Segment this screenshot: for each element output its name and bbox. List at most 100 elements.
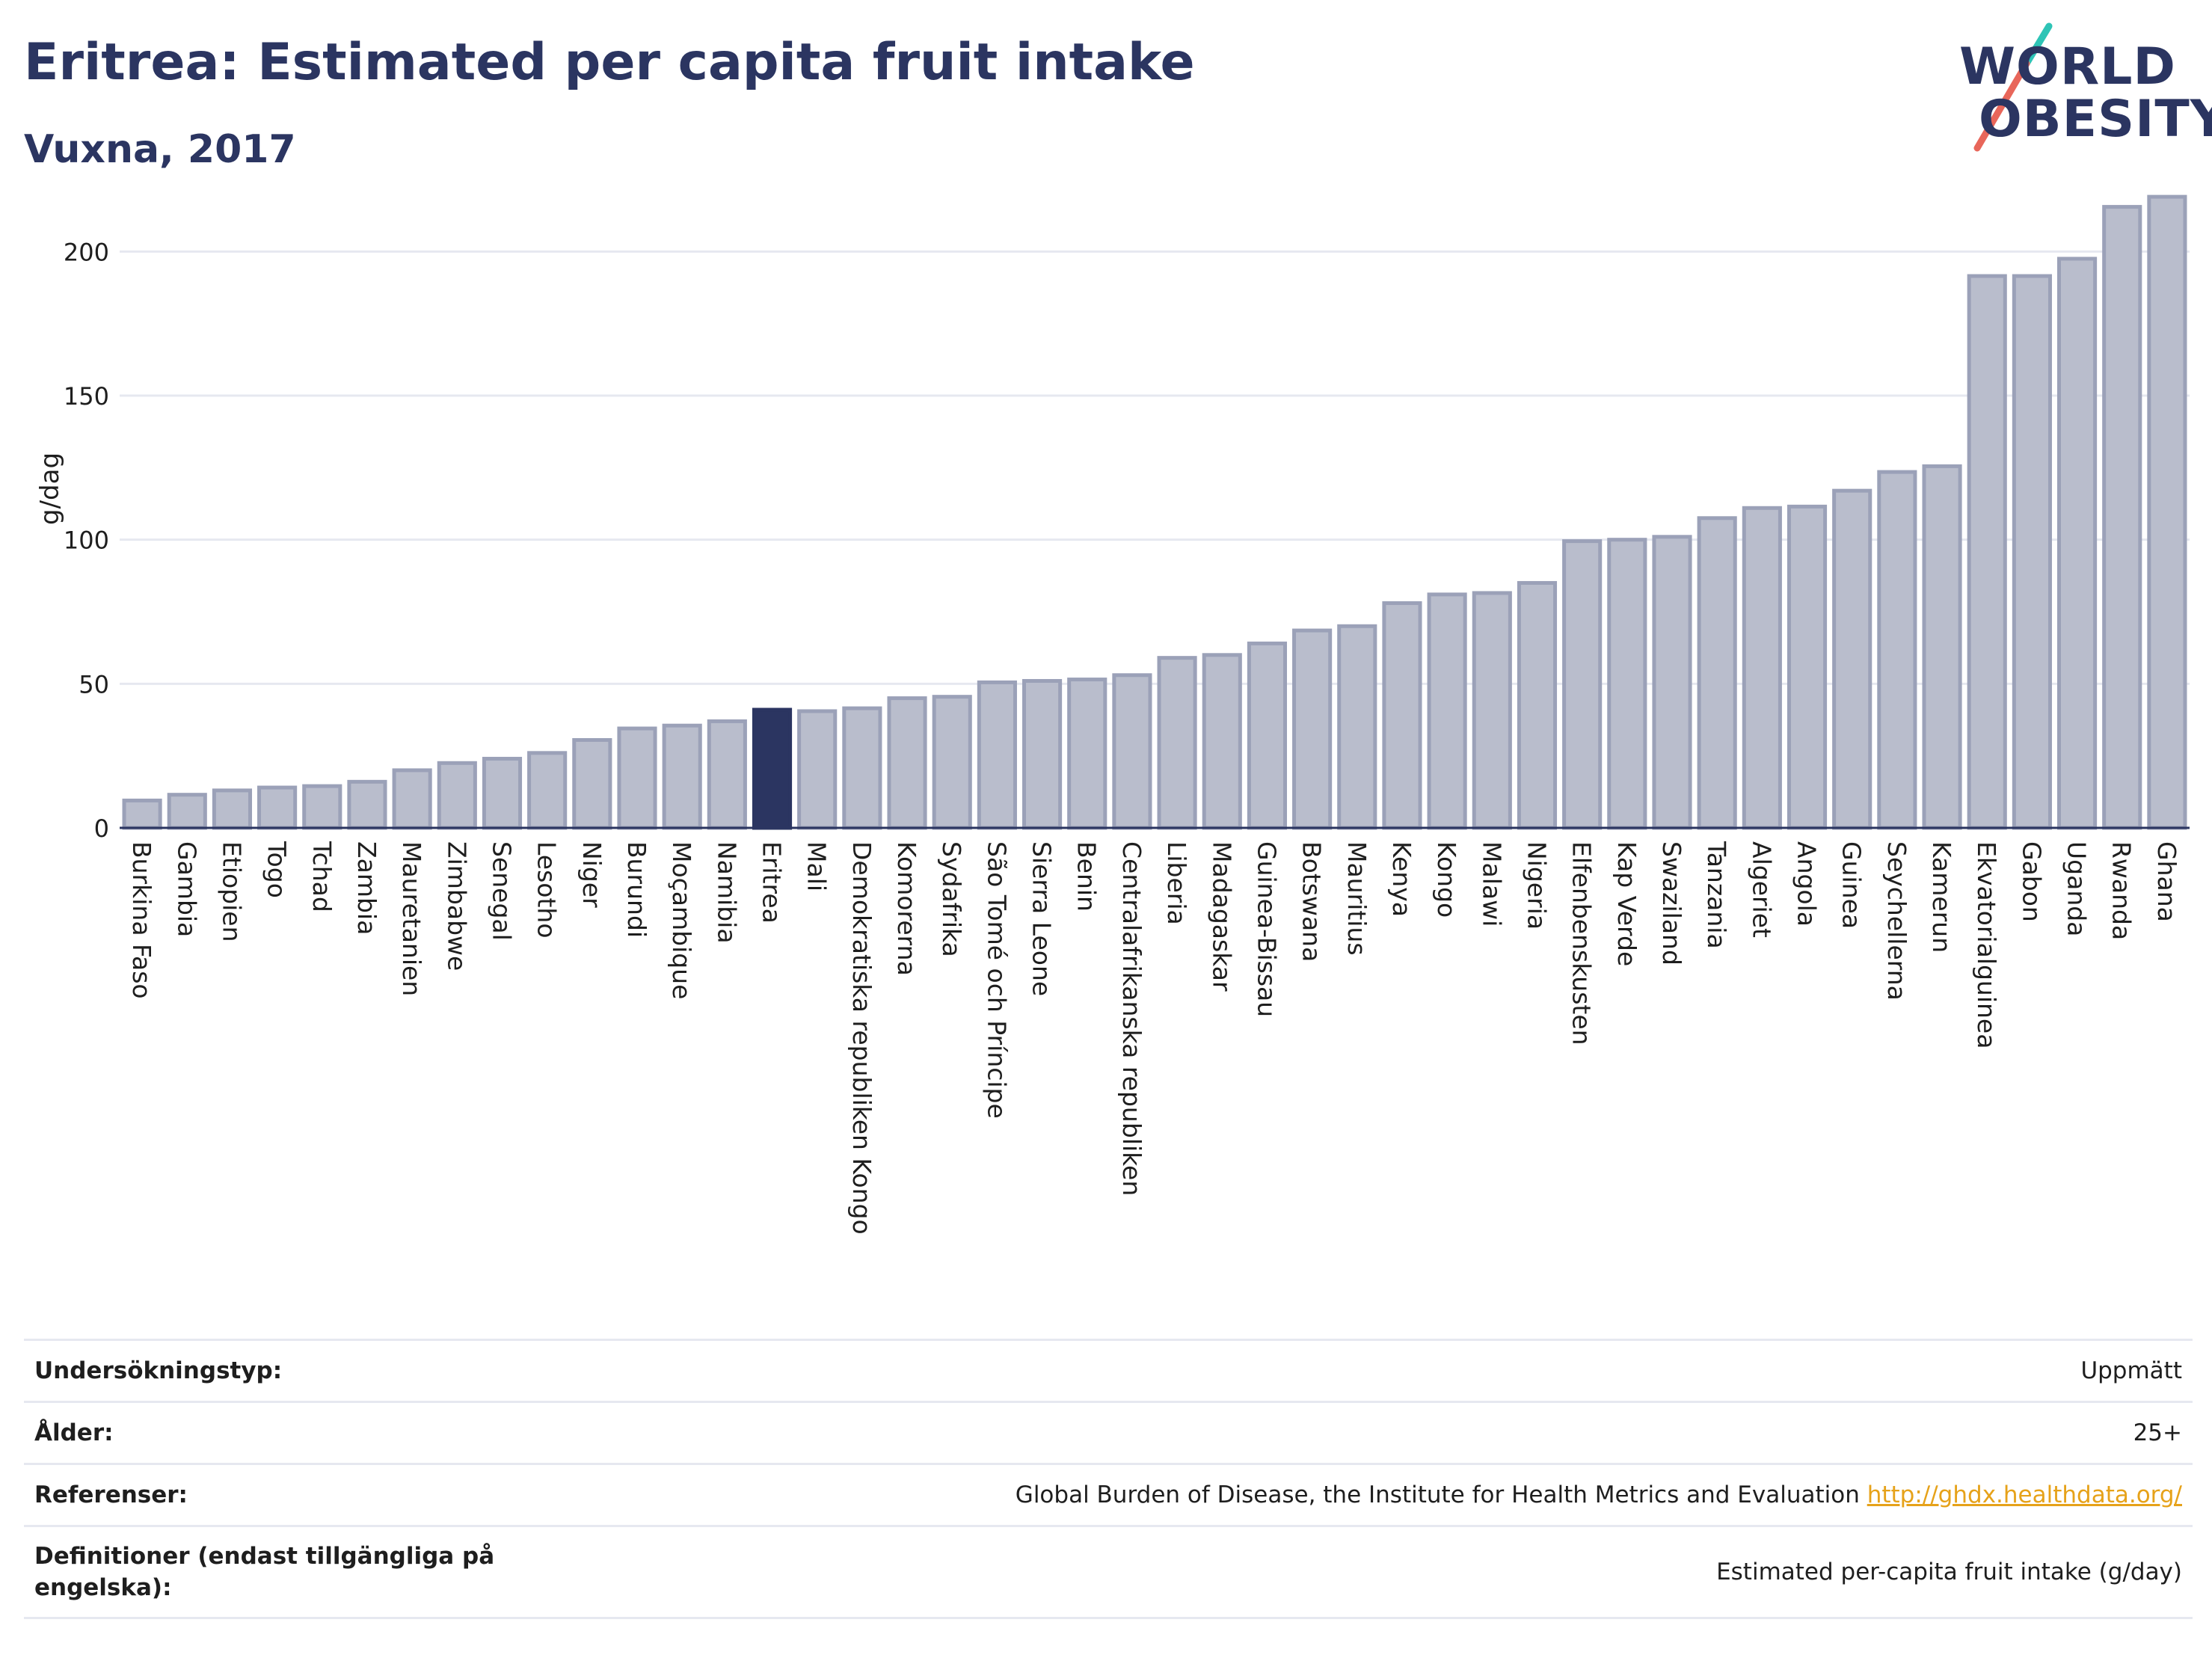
x-tick-label: Swaziland (1657, 841, 1686, 965)
x-tick-label: Tanzania (1702, 841, 1731, 949)
bar-zambia[interactable] (347, 779, 387, 830)
y-tick-label: 50 (79, 670, 109, 698)
bar-guinea[interactable] (1832, 488, 1872, 830)
reference-text: Global Burden of Disease, the Institute … (1015, 1481, 1860, 1508)
bar-algeriet[interactable] (1742, 506, 1782, 830)
x-tick-label: Kongo (1432, 841, 1461, 918)
x-tick-label: Mauritius (1342, 841, 1371, 956)
x-tick-label: Ekvatorialguinea (1972, 841, 2001, 1048)
bar-gabon[interactable] (2012, 274, 2052, 830)
info-value: Uppmätt (2080, 1357, 2182, 1384)
x-tick-label: Namibia (712, 841, 741, 944)
bar-tanzania[interactable] (1697, 516, 1737, 830)
bar-botswana[interactable] (1292, 628, 1333, 830)
x-tick-label: Mauretanien (397, 841, 426, 996)
info-table: Undersökningstyp: Uppmätt Ålder: 25+ Ref… (24, 1339, 2193, 1619)
bar-mo-ambique[interactable] (662, 723, 702, 830)
x-tick-label: Burundi (622, 841, 651, 938)
info-row-age: Ålder: 25+ (24, 1401, 2193, 1463)
x-tick-label: Madagaskar (1207, 841, 1236, 992)
x-tick-label: Guinea-Bissau (1252, 841, 1281, 1017)
bar-sierra-leone[interactable] (1021, 678, 1063, 830)
info-row-definitions: Definitioner (endast tillgängliga på eng… (24, 1525, 2193, 1619)
x-tick-label: Komorerna (892, 841, 921, 976)
info-label: Undersökningstyp: (34, 1357, 283, 1384)
bar-s-o-tom-och-pr-ncipe[interactable] (977, 680, 1017, 830)
logo-slash-icon (1973, 22, 2053, 152)
bar-tchad[interactable] (302, 784, 342, 830)
info-label: Ålder: (34, 1419, 114, 1446)
bar-malawi[interactable] (1472, 591, 1512, 830)
info-row-references: Referenser: Global Burden of Disease, th… (24, 1463, 2193, 1525)
bar-kenya[interactable] (1382, 601, 1422, 830)
bar-uganda[interactable] (2056, 257, 2098, 830)
bar-ghana[interactable] (2147, 194, 2187, 830)
bar-namibia[interactable] (707, 719, 747, 830)
bar-ekvatorialguinea[interactable] (1967, 274, 2007, 830)
y-axis-label: g/dag (35, 452, 65, 525)
bar-mauretanien[interactable] (392, 768, 432, 830)
bar-liberia[interactable] (1157, 656, 1197, 830)
bar-lesotho[interactable] (527, 751, 568, 830)
bar-burundi[interactable] (617, 726, 657, 830)
x-tick-label: Ghana (2152, 841, 2181, 922)
bar-nigeria[interactable] (1517, 580, 1558, 830)
x-tick-label: Algeriet (1747, 841, 1776, 938)
bar-angola[interactable] (1787, 504, 1828, 830)
info-label: Referenser: (34, 1481, 188, 1508)
bar-sydafrika[interactable] (932, 695, 972, 830)
bar-swaziland[interactable] (1652, 535, 1692, 830)
bar-eritrea[interactable] (752, 707, 793, 830)
logo-line1: WORLD (1959, 37, 2176, 96)
x-tick-label: Malawi (1477, 841, 1506, 927)
x-tick-label: Mali (802, 841, 832, 891)
bar-rwanda[interactable] (2102, 205, 2142, 830)
x-tick-label: Kenya (1387, 841, 1416, 917)
x-tick-label: Centralafrikanska republiken (1117, 841, 1146, 1196)
bar-madagaskar[interactable] (1202, 653, 1242, 830)
x-tick-label: Angola (1792, 841, 1822, 927)
x-tick-label: Senegal (487, 841, 516, 941)
bar-demokratiska-republiken-kongo[interactable] (842, 706, 882, 830)
x-tick-label: Etiopien (217, 841, 246, 942)
x-tick-label: Guinea (1837, 841, 1867, 929)
bar-zimbabwe[interactable] (437, 761, 477, 830)
bar-kamerun[interactable] (1922, 464, 1962, 830)
info-value: Estimated per-capita fruit intake (g/day… (1716, 1559, 2182, 1585)
reference-link[interactable]: http://ghdx.healthdata.org/ (1867, 1481, 2182, 1508)
bar-mauritius[interactable] (1337, 624, 1377, 830)
bar-togo[interactable] (257, 785, 298, 830)
bar-benin[interactable] (1067, 678, 1107, 830)
x-tick-label: Burkina Faso (127, 841, 156, 999)
bar-chart: 0 50 100 150 200 g/dag Burkina Faso Gambia Etiop… (35, 194, 2190, 1235)
y-tick-label: 150 (64, 382, 109, 411)
bar-gambia[interactable] (167, 793, 207, 830)
bar-elfenbenskusten[interactable] (1562, 539, 1603, 830)
x-tick-label: Seychellerna (1882, 841, 1911, 1001)
bar-centralafrikanska-republiken[interactable] (1112, 673, 1152, 830)
bar-niger[interactable] (572, 737, 612, 830)
x-tick-label: Sydafrika (937, 841, 966, 957)
bar-seychellerna[interactable] (1877, 470, 1917, 830)
x-tick-label: Zimbabwe (442, 841, 471, 971)
bar-kap-verde[interactable] (1607, 538, 1647, 830)
x-tick-label: Zambia (352, 841, 381, 935)
x-tick-label: Kap Verde (1612, 841, 1641, 966)
bar-komorerna[interactable] (887, 696, 927, 830)
bar-kongo[interactable] (1427, 592, 1467, 830)
x-tick-label: Nigeria (1522, 841, 1551, 930)
bar-guinea-bissau[interactable] (1247, 641, 1288, 830)
x-tick-label: Kamerun (1927, 841, 1956, 953)
x-tick-label: Lesotho (532, 841, 562, 939)
x-tick-label: Benin (1072, 841, 1102, 912)
bar-senegal[interactable] (482, 757, 523, 830)
bar-mali[interactable] (797, 709, 838, 830)
x-tick-label: Tchad (307, 841, 337, 912)
world-obesity-logo: WORLD OBESITY (1944, 22, 2212, 157)
info-label: Definitioner (endast tillgängliga på eng… (34, 1543, 495, 1601)
bar-etiopien[interactable] (212, 788, 253, 830)
bar-burkina-faso[interactable] (122, 798, 162, 830)
x-tick-label: Moçambique (667, 841, 696, 999)
x-tick-label: Eritrea (758, 841, 787, 924)
x-tick-label: Gabon (2017, 841, 2046, 922)
